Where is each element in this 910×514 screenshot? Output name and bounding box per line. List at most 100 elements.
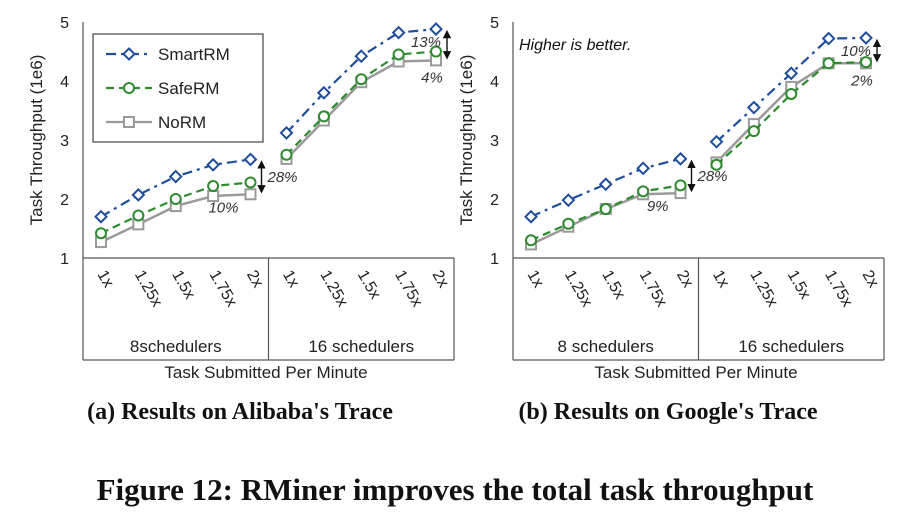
series-line-smartrm bbox=[530, 157, 681, 218]
point-saferm bbox=[785, 87, 798, 100]
y-tick-label: 2 bbox=[60, 192, 69, 209]
x-tick-label: 1.25x bbox=[131, 268, 165, 310]
x-tick-label: 2x bbox=[243, 268, 266, 291]
point-saferm bbox=[95, 227, 107, 240]
x-tick-label: 2x bbox=[859, 268, 882, 291]
y-tick-label: 1 bbox=[490, 251, 499, 268]
y-tick-label: 2 bbox=[490, 192, 499, 209]
group-1: 1x 1.25x 1.5x 1.75x 2x 8 schedulers 28% 9% bbox=[524, 151, 728, 356]
point-saferm bbox=[132, 209, 145, 222]
point-saferm bbox=[747, 125, 760, 138]
point-saferm bbox=[207, 180, 220, 193]
legend-marker-saferm bbox=[123, 82, 135, 94]
point-smartrm bbox=[524, 209, 538, 224]
legend-marker-norm bbox=[123, 116, 135, 128]
subfigure-caption: (b) Results on Google's Trace bbox=[518, 399, 817, 425]
point-norm bbox=[244, 188, 257, 201]
group-label: 8 schedulers bbox=[558, 337, 654, 356]
group-1: 1x 1.25x 1.5x 1.75x 2x 8schedulers 28% 10% bbox=[94, 152, 298, 356]
legend-label: NoRM bbox=[158, 113, 206, 132]
point-smartrm bbox=[784, 66, 799, 81]
point-smartrm bbox=[561, 193, 576, 208]
y-tick-label: 4 bbox=[490, 74, 499, 91]
legend-marker-smartrm bbox=[122, 47, 136, 61]
y-tick-label: 3 bbox=[60, 133, 69, 150]
gain-annotation: 9% bbox=[647, 198, 669, 215]
gain-annotation: 10% bbox=[841, 43, 871, 60]
point-saferm bbox=[525, 234, 537, 247]
x-tick-label: 1x bbox=[279, 268, 302, 291]
x-tick-label: 2x bbox=[429, 268, 452, 291]
point-smartrm bbox=[316, 85, 331, 100]
subfigure-caption: (a) Results on Alibaba's Trace bbox=[87, 399, 393, 425]
point-saferm bbox=[355, 73, 368, 86]
gain-annotation: 2% bbox=[850, 72, 873, 89]
point-smartrm bbox=[859, 31, 873, 45]
x-tick-label: 1x bbox=[709, 268, 732, 291]
y-tick-label: 5 bbox=[490, 15, 499, 32]
x-axis-title: Task Submitted Per Minute bbox=[594, 363, 797, 382]
point-saferm bbox=[430, 45, 442, 58]
x-tick-label: 1.75x bbox=[821, 268, 855, 310]
y-axis-title: Task Throughput (1e6) bbox=[27, 55, 46, 226]
x-tick-label: 1.75x bbox=[636, 268, 670, 310]
point-smartrm bbox=[636, 161, 651, 176]
group-2: 1x 1.25x 1.5x 1.75x 2x 16 schedulers 13% 4% bbox=[279, 22, 452, 356]
chart-panel-2: 1 2 3 4 5 Task Throughput (1e6) Task Submitted… bbox=[457, 15, 885, 425]
legend-label: SafeRM bbox=[158, 79, 219, 98]
y-tick-label: 4 bbox=[60, 74, 69, 91]
point-saferm bbox=[317, 110, 330, 123]
point-saferm bbox=[244, 176, 257, 189]
chart-note: Higher is better. bbox=[519, 37, 631, 54]
x-tick-label: 1.5x bbox=[784, 268, 814, 303]
chart-panel-1: 1 2 3 4 5 Task Throughput (1e6) Task Submitted… bbox=[27, 15, 455, 425]
point-smartrm bbox=[709, 134, 724, 149]
x-tick-label: 1.5x bbox=[598, 268, 628, 303]
point-smartrm bbox=[746, 100, 761, 115]
legend: SmartRM SafeRM NoRM bbox=[92, 33, 264, 143]
y-tick-label: 3 bbox=[490, 133, 499, 150]
series-line-saferm bbox=[285, 50, 437, 156]
gain-annotation: 28% bbox=[267, 169, 298, 186]
y-tick-label: 5 bbox=[60, 15, 69, 32]
point-smartrm bbox=[598, 177, 613, 192]
group-label: 16 schedulers bbox=[308, 337, 414, 356]
point-smartrm bbox=[821, 31, 836, 46]
point-smartrm bbox=[673, 151, 688, 166]
point-smartrm bbox=[354, 49, 369, 64]
figure-caption: Figure 12: RMiner improves the total tas… bbox=[97, 472, 814, 507]
point-smartrm bbox=[429, 22, 443, 36]
x-tick-label: 1.25x bbox=[316, 268, 350, 310]
x-axis-title: Task Submitted Per Minute bbox=[164, 363, 367, 382]
point-saferm bbox=[860, 56, 872, 69]
y-axis-title: Task Throughput (1e6) bbox=[457, 55, 476, 226]
x-tick-label: 1.25x bbox=[746, 268, 780, 310]
point-saferm bbox=[710, 158, 723, 171]
x-tick-label: 1.25x bbox=[561, 268, 595, 310]
x-tick-label: 1.75x bbox=[206, 268, 240, 310]
point-smartrm bbox=[94, 209, 108, 224]
x-tick-label: 1.75x bbox=[391, 268, 425, 310]
point-saferm bbox=[562, 217, 575, 230]
y-tick-label: 1 bbox=[60, 251, 69, 268]
x-tick-label: 1x bbox=[94, 268, 117, 291]
point-saferm bbox=[637, 185, 650, 198]
x-tick-label: 1.5x bbox=[168, 268, 198, 303]
gain-annotation: 4% bbox=[421, 69, 443, 86]
point-saferm bbox=[674, 179, 687, 192]
x-tick-label: 2x bbox=[673, 268, 696, 291]
point-smartrm bbox=[131, 187, 146, 202]
group-label: 16 schedulers bbox=[738, 337, 844, 356]
x-tick-label: 1x bbox=[524, 268, 547, 291]
point-smartrm bbox=[206, 157, 221, 172]
point-saferm bbox=[822, 57, 835, 70]
point-saferm bbox=[599, 203, 612, 216]
point-saferm bbox=[280, 148, 293, 161]
point-smartrm bbox=[243, 152, 258, 167]
gain-annotation: 28% bbox=[697, 168, 728, 185]
gain-annotation: 13% bbox=[411, 34, 441, 51]
group-label: 8schedulers bbox=[130, 337, 222, 356]
point-smartrm bbox=[391, 25, 406, 40]
gain-annotation: 10% bbox=[208, 199, 238, 216]
